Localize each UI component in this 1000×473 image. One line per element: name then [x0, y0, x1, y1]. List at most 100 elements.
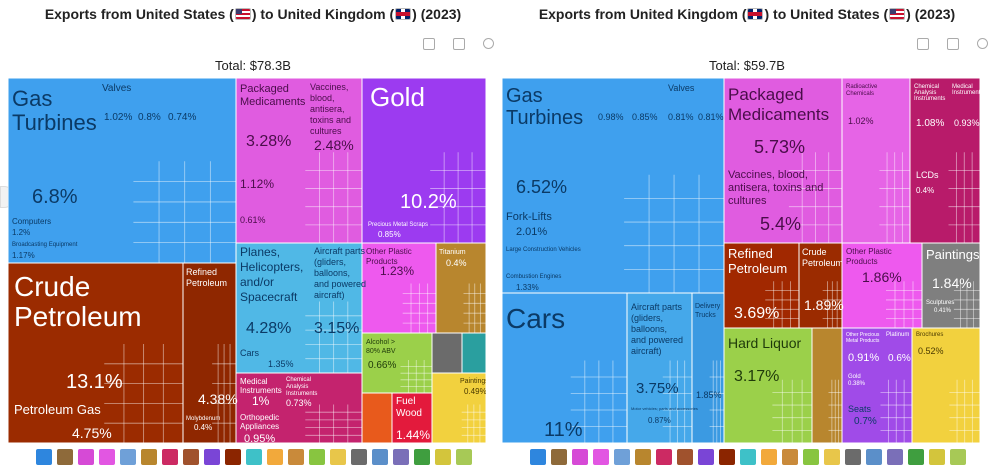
road-icon[interactable] [614, 449, 630, 465]
treemap-label: Vaccines, [310, 82, 348, 92]
treemap-block-arts[interactable] [431, 372, 486, 444]
pick-icon[interactable] [57, 449, 73, 465]
treemap-block-instruments[interactable] [909, 78, 980, 244]
treemap-label: Broadcasting Equipment [12, 242, 78, 248]
image-icon[interactable] [947, 38, 959, 50]
gear-icon[interactable] [36, 449, 52, 465]
treemap-label: toxins and [310, 115, 351, 125]
treemap-block-stone[interactable] [431, 332, 463, 374]
treemap-block-plastics[interactable] [361, 242, 437, 334]
treemap-subgrid-arts [461, 404, 486, 443]
treemap-subgrid-gold [430, 152, 486, 243]
table-icon[interactable] [917, 38, 929, 50]
car-icon[interactable] [866, 449, 882, 465]
treemap-label: Metal Products [846, 338, 880, 344]
treemap-block-paintings[interactable] [921, 242, 980, 329]
treemap-block-misc[interactable] [911, 327, 980, 444]
treemap-label: 4.28% [246, 320, 291, 337]
treemap-subgrid-pharma [788, 152, 842, 243]
treemap-block-refined-petroleum[interactable] [182, 262, 237, 444]
treemap-block-instruments[interactable] [235, 372, 363, 444]
treemap-label: antisera, toxins and [728, 182, 823, 194]
animal-icon[interactable] [183, 449, 199, 465]
gauge-icon[interactable] [656, 449, 672, 465]
palette-icon[interactable] [824, 449, 840, 465]
treemap-label: Medicaments [240, 96, 306, 108]
treemap-block-plastics[interactable] [841, 242, 923, 329]
treemap-label: 1.86% [862, 269, 902, 285]
treemap-block-pharma[interactable] [235, 78, 363, 244]
treemap-block-hard-liquor[interactable] [723, 327, 813, 444]
flask-icon[interactable] [78, 449, 94, 465]
grain-icon[interactable] [435, 449, 451, 465]
ring-icon[interactable] [204, 449, 220, 465]
fork-icon[interactable] [414, 449, 430, 465]
image-icon[interactable] [453, 38, 465, 50]
treemap-block-transport[interactable] [235, 242, 363, 374]
treemap-block-cars[interactable] [502, 292, 628, 444]
animal-icon[interactable] [677, 449, 693, 465]
road-icon[interactable] [120, 449, 136, 465]
treemap-label: Sculptures [926, 300, 954, 306]
share-icon[interactable] [977, 38, 988, 49]
barrel-icon[interactable] [225, 449, 241, 465]
treemap-label: Computers [12, 217, 51, 226]
treemap-block-metals[interactable] [811, 327, 843, 444]
wood-icon[interactable] [782, 449, 798, 465]
treemap-label: Brochures [916, 332, 943, 338]
treemap-label: 3.75% [636, 380, 679, 397]
treemap-label: 1.85% [696, 390, 722, 400]
gauge-icon[interactable] [162, 449, 178, 465]
shirt-icon[interactable] [246, 449, 262, 465]
palette-icon[interactable] [330, 449, 346, 465]
treemap-block-chemicals[interactable] [841, 78, 911, 244]
leaf-icon[interactable] [309, 449, 325, 465]
box-icon[interactable] [267, 449, 283, 465]
treemap-label: LCDs [916, 170, 939, 180]
treemap-label: 0.73% [286, 398, 312, 408]
barrel-icon[interactable] [719, 449, 735, 465]
flask-icon[interactable] [572, 449, 588, 465]
shield-icon[interactable] [887, 449, 903, 465]
hammer-icon[interactable] [635, 449, 651, 465]
shirt-icon[interactable] [740, 449, 756, 465]
grain-icon[interactable] [929, 449, 945, 465]
treemap-block-precious[interactable] [841, 327, 913, 444]
leaf-icon[interactable] [803, 449, 819, 465]
share-icon[interactable] [483, 38, 494, 49]
wood-icon[interactable] [288, 449, 304, 465]
treemap-label: 2.48% [314, 137, 354, 153]
treemap-label: 1.08% [916, 118, 944, 129]
treemap-label: 0.41% [934, 308, 952, 314]
treemap-block-aircraft-parts[interactable] [626, 292, 693, 444]
boot-icon[interactable] [845, 449, 861, 465]
treemap-block-crude-petroleum[interactable] [8, 262, 184, 444]
car-icon[interactable] [372, 449, 388, 465]
test-tube-icon[interactable] [99, 449, 115, 465]
pick-icon[interactable] [551, 449, 567, 465]
treemap-block-crude-petroleum[interactable] [798, 242, 843, 329]
ring-icon[interactable] [698, 449, 714, 465]
treemap-block-metals[interactable] [435, 242, 486, 334]
table-icon[interactable] [423, 38, 435, 50]
fork-icon[interactable] [908, 449, 924, 465]
gear-icon[interactable] [530, 449, 546, 465]
treemap-label: 0.49% [464, 387, 486, 396]
treemap-label: Fuel [396, 396, 415, 407]
shield-icon[interactable] [393, 449, 409, 465]
test-tube-icon[interactable] [593, 449, 609, 465]
hammer-icon[interactable] [141, 449, 157, 465]
treemap-subgrid-instruments [948, 152, 980, 243]
bottle-icon[interactable] [950, 449, 966, 465]
sector-legend-left [36, 449, 472, 465]
boot-icon[interactable] [351, 449, 367, 465]
treemap-label: 11% [544, 419, 583, 441]
bottle-icon[interactable] [456, 449, 472, 465]
treemap-block-pharma[interactable] [723, 78, 843, 244]
treemap-block-gas-turbines[interactable] [8, 78, 237, 264]
treemap-subgrid-transport [305, 301, 362, 373]
box-icon[interactable] [761, 449, 777, 465]
treemap-block-misc[interactable] [361, 392, 393, 444]
treemap-label: Gas [506, 85, 543, 107]
treemap-block-textiles[interactable] [461, 332, 486, 374]
